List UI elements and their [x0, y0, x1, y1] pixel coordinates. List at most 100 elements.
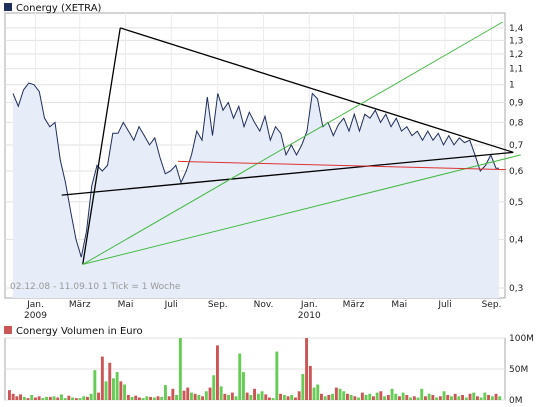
volume-bar	[468, 393, 472, 400]
price-x-tick-label: Juli	[164, 300, 178, 310]
trendline	[177, 160, 506, 171]
volume-bar	[320, 393, 323, 400]
volume-bar	[368, 393, 372, 400]
volume-bar	[48, 396, 52, 400]
volume-bar	[331, 393, 334, 400]
volume-bar	[141, 398, 145, 400]
volume-bar	[34, 397, 37, 400]
volume-bar	[409, 397, 412, 400]
volume-bar	[412, 396, 416, 400]
volume-bar	[479, 397, 483, 400]
volume-bar	[268, 397, 271, 400]
volume-bar	[398, 396, 401, 400]
volume-bar	[464, 397, 468, 400]
volume-bar	[275, 351, 279, 400]
volume-bar	[238, 353, 242, 400]
volume-bar	[476, 396, 479, 400]
price-x-tick-label: Nov.	[254, 300, 274, 310]
volume-y-tick-label: 0M	[509, 396, 523, 406]
volume-bar	[390, 388, 394, 400]
volume-bar	[115, 372, 119, 400]
volume-bar	[457, 396, 461, 400]
volume-bar	[178, 338, 182, 400]
volume-bar	[100, 356, 104, 400]
volume-bar	[112, 378, 115, 400]
volume-bar	[271, 398, 275, 400]
volume-bar	[134, 395, 138, 400]
volume-bar	[152, 397, 156, 400]
volume-bar	[379, 391, 383, 400]
trendline	[82, 154, 521, 265]
volume-bar	[175, 395, 178, 400]
volume-bar	[401, 392, 405, 400]
price-y-tick-label: 0,3	[509, 284, 523, 294]
volume-bar	[453, 393, 457, 400]
volume-bar	[483, 392, 487, 400]
volume-bar	[119, 381, 123, 400]
volume-bar	[490, 396, 494, 400]
volume-bar	[41, 398, 45, 400]
volume-bar	[357, 397, 360, 400]
volume-bar	[138, 397, 141, 400]
volume-y-axis: 100M 50M 0M	[509, 334, 534, 406]
volume-bar	[353, 396, 357, 400]
volume-bar	[82, 396, 86, 400]
price-y-tick-label: 1,2	[509, 50, 523, 60]
price-x-tick-label: Mai	[118, 300, 134, 310]
volume-bar	[216, 345, 219, 400]
price-x-tick-label: Sep.	[482, 300, 502, 310]
volume-bar	[242, 372, 245, 400]
volume-bar	[219, 386, 223, 400]
price-y-tick-label: 0,7	[509, 141, 523, 151]
volume-bar	[234, 396, 238, 400]
volume-bar	[71, 397, 74, 400]
volume-bar	[164, 385, 167, 400]
volume-bar	[167, 396, 171, 400]
volume-bar	[383, 396, 386, 400]
volume-bar	[204, 391, 208, 400]
price-y-tick-label: 0,8	[509, 118, 524, 128]
trendline	[82, 27, 121, 265]
volume-bar	[435, 397, 438, 400]
volume-bar	[498, 396, 502, 400]
price-y-tick-label: 0,5	[509, 198, 523, 208]
volume-bar	[145, 396, 149, 400]
volume-bar	[160, 396, 164, 400]
volume-bars	[8, 338, 502, 400]
volume-bar	[494, 393, 498, 400]
volume-bar	[22, 396, 26, 400]
volume-bar	[301, 374, 305, 400]
volume-bar	[227, 395, 230, 400]
volume-bar	[60, 394, 63, 400]
volume-bar	[405, 395, 409, 400]
volume-bar	[78, 398, 82, 400]
volume-bar	[372, 396, 375, 400]
price-y-tick-label: 1,1	[509, 65, 523, 75]
volume-bar	[108, 362, 112, 400]
price-x-year-label: 2010	[298, 311, 321, 321]
volume-bar	[349, 395, 353, 400]
volume-bar	[156, 396, 160, 400]
volume-bar	[438, 396, 442, 400]
volume-bar	[282, 395, 286, 400]
volume-bar	[249, 395, 253, 400]
price-area-fill	[13, 83, 499, 298]
price-chart-title: Conergy (XETRA)	[16, 3, 102, 14]
volume-bar	[104, 381, 108, 400]
volume-bar	[30, 395, 34, 400]
trendline	[120, 27, 514, 153]
volume-bar	[294, 397, 297, 400]
volume-bar	[316, 384, 320, 400]
volume-bar	[360, 392, 364, 400]
volume-bar	[305, 338, 308, 400]
volume-bar	[123, 384, 126, 400]
volume-bar	[67, 395, 71, 400]
price-y-tick-label: 1,4	[509, 24, 524, 34]
volume-bar	[279, 393, 282, 400]
price-line	[12, 82, 499, 258]
volume-bar	[130, 396, 134, 400]
volume-bar	[446, 395, 450, 400]
volume-bar	[431, 395, 435, 400]
volume-bar	[89, 393, 93, 400]
